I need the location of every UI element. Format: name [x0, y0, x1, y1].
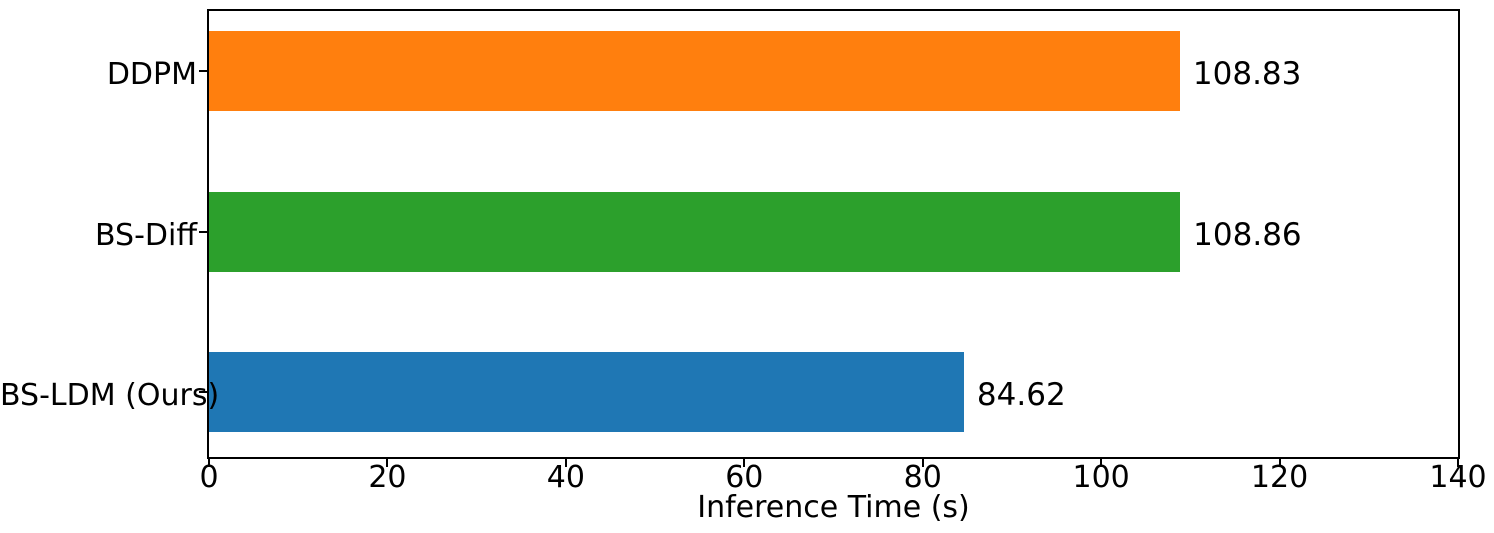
bar: [209, 31, 1180, 111]
bar: [209, 191, 1181, 272]
x-tick-mark: [921, 457, 924, 467]
x-tick-label: 120: [1250, 460, 1309, 495]
x-tick-label: 140: [1429, 460, 1487, 495]
x-tick-label: 80: [903, 460, 942, 495]
x-tick-mark: [208, 457, 210, 467]
x-tick-mark: [743, 457, 746, 467]
plot-area-border: [207, 9, 1460, 459]
x-tick-mark: [1278, 457, 1281, 467]
x-tick-mark: [1100, 457, 1103, 467]
y-tick-mark: [199, 230, 207, 233]
x-tick-mark: [386, 457, 389, 467]
y-tick-label: DDPM: [106, 57, 197, 92]
x-tick-mark: [564, 457, 567, 467]
y-tick-label: BS-LDM (Ours): [0, 378, 220, 413]
x-tick-label: 0: [199, 460, 219, 495]
y-tick-label: BS-Diff: [94, 217, 197, 253]
y-tick-mark: [199, 70, 207, 72]
bar-value-label: 108.86: [1193, 216, 1302, 253]
bar-value-label: 108.83: [1192, 56, 1302, 92]
y-tick-mark: [199, 391, 207, 393]
x-axis-title: Inference Time (s): [697, 490, 970, 525]
x-tick-label: 100: [1072, 460, 1130, 495]
bar-value-label: 84.62: [976, 377, 1066, 413]
x-tick-label: 60: [725, 460, 764, 495]
x-tick-label: 20: [368, 460, 407, 495]
x-tick-label: 40: [546, 460, 585, 495]
x-tick-mark: [1457, 457, 1459, 467]
bar: [209, 352, 964, 432]
